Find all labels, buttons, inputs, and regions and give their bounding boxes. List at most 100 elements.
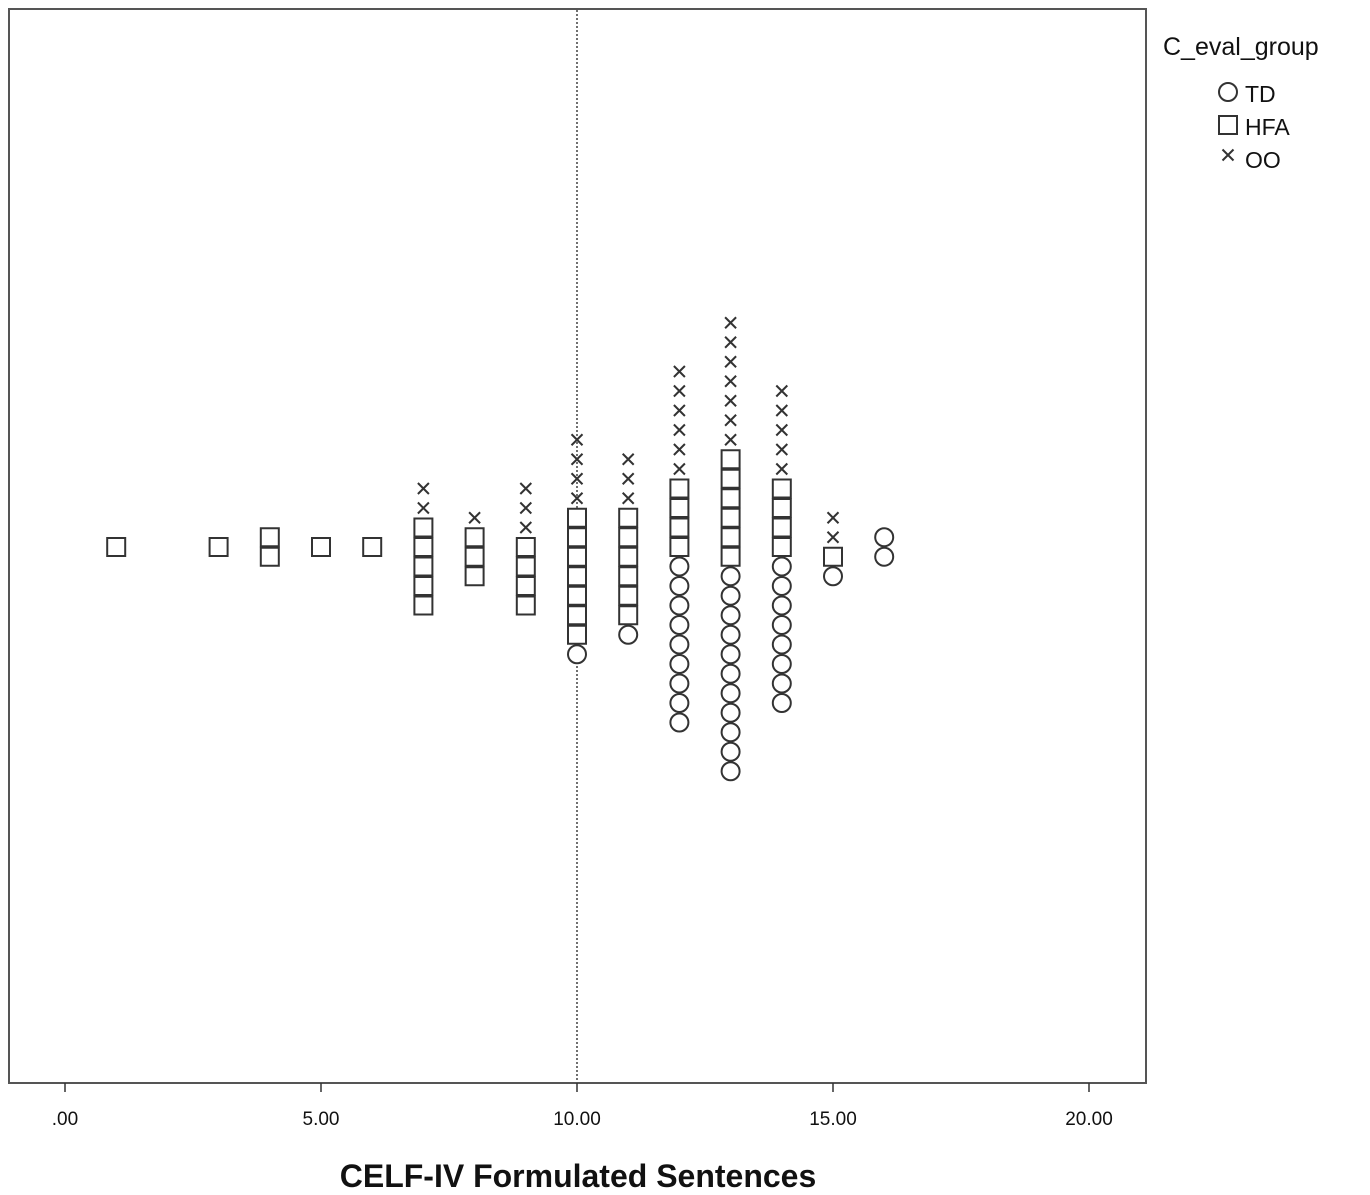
hfa-point bbox=[259, 546, 280, 567]
oo-point bbox=[724, 433, 737, 446]
hfa-point bbox=[618, 585, 639, 606]
td-point bbox=[771, 673, 792, 694]
td-point bbox=[771, 615, 792, 635]
oo-point bbox=[570, 492, 584, 505]
oo-point bbox=[775, 384, 789, 398]
td-point bbox=[669, 595, 690, 616]
dot-column bbox=[413, 482, 434, 616]
hfa-point bbox=[669, 478, 690, 499]
oo-point bbox=[724, 414, 737, 427]
x-axis-title: CELF-IV Formulated Sentences bbox=[340, 1158, 817, 1194]
td-point bbox=[669, 654, 690, 674]
hfa-point bbox=[771, 537, 792, 557]
dot-column bbox=[259, 527, 280, 567]
td-point bbox=[720, 585, 741, 606]
hfa-point bbox=[311, 537, 331, 557]
td-point bbox=[669, 556, 690, 577]
td-point bbox=[720, 663, 741, 684]
hfa-point bbox=[567, 624, 587, 645]
hfa-point bbox=[515, 537, 536, 557]
hfa-point bbox=[567, 546, 587, 567]
x-tick-label: 5.00 bbox=[303, 1109, 340, 1130]
oo-point bbox=[570, 472, 584, 485]
legend-entry: OO bbox=[1221, 147, 1281, 173]
oo-point bbox=[724, 316, 737, 329]
x-tick-label: 10.00 bbox=[553, 1109, 601, 1130]
td-point bbox=[771, 654, 792, 674]
td-point bbox=[771, 556, 792, 577]
oo-point bbox=[519, 501, 533, 515]
dot-column bbox=[464, 511, 485, 587]
hfa-point bbox=[567, 605, 587, 626]
hfa-point bbox=[669, 498, 690, 518]
oo-point bbox=[673, 384, 686, 398]
td-point bbox=[720, 644, 741, 665]
hfa-point bbox=[669, 537, 690, 557]
hfa-point bbox=[464, 566, 485, 587]
oo-point bbox=[468, 511, 481, 524]
hfa-point bbox=[106, 537, 127, 557]
oo-point bbox=[519, 482, 533, 495]
oo-point bbox=[775, 423, 789, 437]
td-point bbox=[720, 761, 741, 782]
td-point bbox=[874, 527, 895, 548]
dot-column bbox=[720, 316, 741, 782]
td-point bbox=[720, 624, 741, 645]
oo-point bbox=[673, 365, 686, 378]
hfa-point bbox=[567, 527, 587, 548]
dot-column bbox=[874, 527, 895, 567]
oo-point bbox=[775, 404, 789, 417]
oo-point bbox=[621, 453, 635, 466]
oo-point bbox=[673, 462, 686, 476]
hfa-point bbox=[413, 517, 434, 538]
oo-point bbox=[826, 511, 840, 524]
td-point bbox=[669, 615, 690, 635]
hfa-point bbox=[464, 546, 485, 567]
oo-point bbox=[570, 433, 584, 446]
oo-point bbox=[621, 472, 635, 485]
oo-point bbox=[724, 375, 737, 388]
oo-point bbox=[724, 336, 737, 349]
dot-column bbox=[311, 537, 331, 557]
td-point bbox=[669, 576, 690, 596]
hfa-point bbox=[618, 605, 639, 626]
hfa-point bbox=[515, 556, 536, 577]
legend: C_eval_group TD HFA OO bbox=[1163, 33, 1319, 173]
hfa-point bbox=[567, 507, 587, 528]
oo-point bbox=[570, 453, 584, 466]
legend-label: HFA bbox=[1245, 114, 1290, 140]
legend-square-icon bbox=[1218, 115, 1238, 135]
td-point bbox=[720, 702, 741, 723]
hfa-point bbox=[720, 546, 741, 567]
hfa-point bbox=[208, 537, 229, 557]
legend-title: C_eval_group bbox=[1163, 33, 1319, 61]
hfa-point bbox=[720, 449, 741, 470]
hfa-point bbox=[618, 507, 639, 528]
oo-point bbox=[724, 394, 737, 407]
td-point bbox=[567, 644, 587, 665]
td-point bbox=[874, 546, 895, 567]
dot-column bbox=[567, 433, 587, 665]
hfa-point bbox=[515, 576, 536, 596]
hfa-point bbox=[515, 595, 536, 616]
td-point bbox=[669, 712, 690, 733]
oo-point bbox=[673, 404, 686, 417]
hfa-point bbox=[567, 585, 587, 606]
legend-entry: TD bbox=[1218, 81, 1276, 107]
td-point bbox=[669, 693, 690, 713]
td-point bbox=[720, 683, 741, 704]
x-axis-ticks: .00 5.00 10.00 15.00 20.00 bbox=[52, 1083, 1113, 1130]
dot-column bbox=[362, 537, 383, 557]
td-point bbox=[669, 673, 690, 694]
td-point bbox=[720, 722, 741, 743]
dot-column bbox=[515, 482, 536, 616]
dot-column bbox=[771, 384, 792, 713]
td-point bbox=[720, 566, 741, 587]
hfa-point bbox=[720, 488, 741, 509]
oo-point bbox=[775, 443, 789, 456]
td-point bbox=[771, 576, 792, 596]
hfa-point bbox=[618, 527, 639, 548]
hfa-point bbox=[362, 537, 383, 557]
oo-point bbox=[417, 482, 430, 495]
